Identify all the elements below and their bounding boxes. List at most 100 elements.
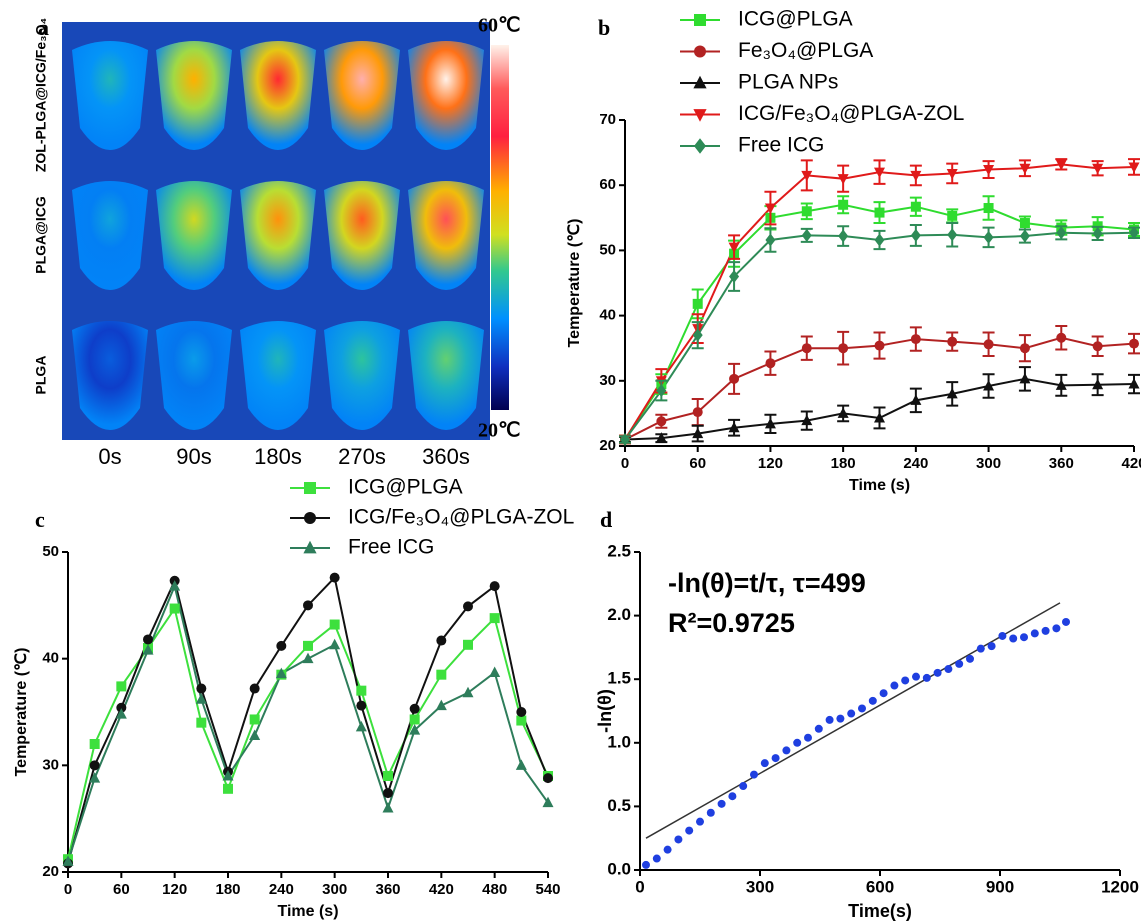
marker — [801, 343, 812, 354]
point — [868, 696, 877, 705]
marker — [837, 174, 849, 185]
marker — [910, 394, 922, 405]
point — [1062, 617, 1070, 626]
marker — [516, 707, 527, 717]
marker — [89, 760, 100, 771]
marker — [463, 639, 473, 650]
legend-label: ICG/Fe₃O₄@PLGA-ZOL — [738, 102, 964, 125]
y-axis-label: Temperature (℃) — [13, 648, 30, 777]
marker — [516, 715, 527, 726]
marker — [1019, 218, 1030, 229]
x-tick-label: 60 — [113, 881, 130, 898]
marker — [947, 336, 958, 347]
marker — [276, 640, 287, 651]
marker — [1056, 332, 1067, 343]
marker — [983, 230, 994, 244]
y-tick-label: 0.0 — [607, 859, 631, 878]
marker — [409, 714, 420, 725]
marker — [303, 640, 313, 651]
marker — [195, 693, 207, 704]
marker — [910, 334, 921, 345]
marker — [89, 739, 100, 749]
marker — [383, 788, 393, 799]
point — [858, 704, 866, 713]
x-tick-label: 1200 — [1101, 877, 1139, 896]
marker — [801, 414, 813, 426]
annotation: R²=0.9725 — [668, 608, 795, 638]
marker — [515, 759, 527, 770]
marker — [874, 340, 885, 351]
marker — [874, 411, 885, 423]
point — [836, 714, 845, 723]
marker — [116, 681, 127, 692]
marker — [249, 729, 261, 740]
panel-label: c — [35, 507, 45, 532]
y-tick-label: 0.5 — [607, 796, 631, 815]
column-label: 180s — [254, 444, 302, 469]
tube — [408, 321, 484, 430]
y-tick-label: 50 — [42, 543, 59, 560]
marker — [1092, 226, 1103, 240]
marker — [694, 45, 706, 58]
y-axis-label: Temperature (℃) — [566, 219, 583, 348]
point — [652, 854, 661, 863]
x-tick-label: 0 — [635, 877, 644, 896]
marker — [1055, 159, 1067, 171]
panel-label: a — [38, 15, 49, 40]
tube — [240, 181, 316, 290]
marker — [910, 201, 921, 212]
point — [901, 676, 910, 685]
y-tick-label: 50 — [599, 241, 616, 258]
marker — [489, 613, 500, 624]
x-axis-label: Time (s) — [849, 477, 910, 494]
tube — [156, 321, 232, 430]
marker — [801, 206, 812, 217]
marker — [1019, 229, 1030, 243]
marker — [655, 432, 667, 443]
row-label: ZOL-PLGA@ICG/Fe₃O₄ — [33, 18, 49, 172]
x-tick-label: 180 — [831, 455, 856, 472]
marker — [692, 298, 703, 309]
marker — [196, 717, 207, 728]
point — [793, 738, 802, 747]
marker — [947, 228, 958, 242]
marker — [169, 603, 180, 614]
x-axis-label: Time(s) — [848, 901, 912, 921]
tube — [156, 41, 232, 150]
point — [717, 799, 726, 808]
marker — [355, 720, 367, 732]
y-tick-label: 70 — [599, 111, 616, 128]
x-tick-label: 360 — [1049, 455, 1074, 472]
point — [966, 654, 974, 663]
marker — [1019, 163, 1031, 175]
x-tick-label: 420 — [1121, 455, 1141, 472]
x-tick-label: 0 — [621, 455, 629, 472]
point — [1052, 624, 1061, 633]
marker — [765, 233, 776, 247]
marker — [249, 714, 260, 725]
marker — [692, 427, 704, 439]
marker — [62, 855, 74, 866]
marker — [462, 686, 474, 698]
marker — [1092, 378, 1104, 390]
x-tick-label: 120 — [162, 881, 187, 898]
point — [760, 759, 769, 768]
y-tick-label: 20 — [599, 437, 616, 454]
tube — [408, 41, 484, 150]
x-tick-label: 900 — [986, 877, 1014, 896]
x-tick-label: 300 — [976, 455, 1001, 472]
colorbar-label: 20℃ — [478, 420, 520, 442]
point — [1030, 629, 1039, 638]
legend-label: Free ICG — [348, 536, 434, 559]
marker — [946, 168, 958, 180]
colorbar — [491, 45, 509, 410]
y-tick-label: 30 — [42, 756, 59, 773]
marker — [1128, 162, 1140, 173]
x-tick-label: 120 — [758, 455, 783, 472]
marker — [693, 109, 707, 122]
x-tick-label: 480 — [482, 881, 507, 898]
marker — [1128, 378, 1140, 389]
x-tick-label: 300 — [746, 877, 774, 896]
series-line — [67, 582, 549, 862]
